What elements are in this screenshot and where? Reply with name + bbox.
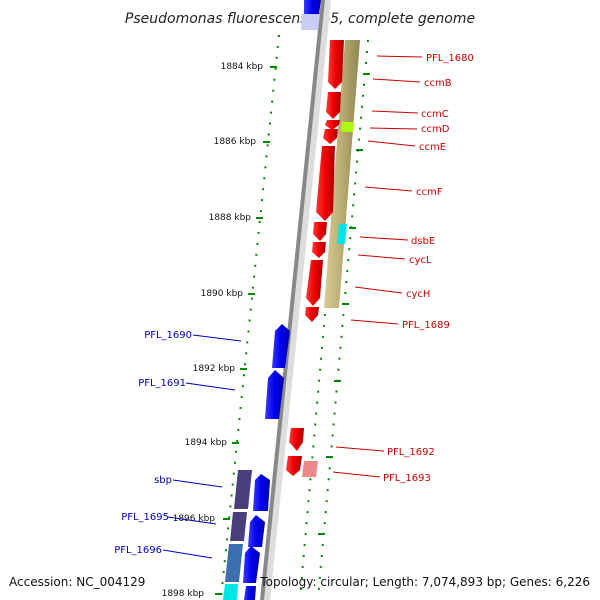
- reverse-gene-cluster-upper: [305, 40, 344, 322]
- gene-PFL_1693-band: [302, 461, 318, 477]
- leader-PFL_1691: [185, 382, 236, 391]
- label-PFL_1695[interactable]: PFL_1695: [121, 512, 169, 523]
- leader-ccmF: [364, 186, 413, 192]
- leader-PFL_1692: [335, 446, 385, 452]
- scale-tick-marks: [215, 66, 277, 595]
- leader-sbp: [172, 479, 223, 488]
- leader-ccmC: [371, 110, 419, 114]
- gene-ccmF[interactable]: [313, 222, 327, 241]
- gene-ccmD[interactable]: [323, 129, 338, 144]
- leader-ccmE: [367, 140, 416, 147]
- leader-cycL: [357, 254, 406, 260]
- leader-PFL_1690: [192, 334, 242, 342]
- footer-accession: Accession: NC_004129: [9, 575, 145, 589]
- label-sbp[interactable]: sbp: [154, 475, 172, 486]
- cog-band: [324, 40, 360, 308]
- label-ccmE[interactable]: ccmE: [419, 142, 446, 153]
- scale-label-1892: 1892 kbp: [193, 364, 236, 374]
- scale-label-1896: 1896 kbp: [173, 514, 216, 524]
- gene-top-partial-shadow: [301, 14, 320, 30]
- label-PFL_1690[interactable]: PFL_1690: [144, 330, 192, 341]
- footer-topology: Topology: circular; Length: 7,074,893 bp…: [259, 575, 590, 589]
- label-PFL_1691[interactable]: PFL_1691: [138, 378, 186, 389]
- gene-ccmC[interactable]: [325, 120, 340, 130]
- leader-ccmB: [372, 78, 421, 83]
- scale-label-1886: 1886 kbp: [214, 137, 257, 147]
- gene-ccmE[interactable]: [316, 146, 335, 221]
- gene-PFL_1696[interactable]: [243, 546, 260, 583]
- genome-backbone: [260, 0, 325, 600]
- gene-bottom-partial[interactable]: [244, 586, 256, 600]
- forward-gene-cluster-lower: [223, 470, 270, 600]
- cog-highlight-dsbE: [337, 224, 347, 244]
- label-PFL_1692[interactable]: PFL_1692: [387, 447, 435, 458]
- gene-PFL_1691[interactable]: [265, 370, 284, 419]
- gene-ccmB[interactable]: [326, 92, 341, 119]
- gene-PFL_1695[interactable]: [248, 515, 265, 547]
- gene-sbp[interactable]: [253, 474, 270, 511]
- label-PFL_1693[interactable]: PFL_1693: [383, 473, 431, 484]
- label-ccmF[interactable]: ccmF: [416, 187, 443, 198]
- gene-PFL_1680[interactable]: [328, 40, 344, 89]
- label-PFL_1689[interactable]: PFL_1689: [402, 320, 450, 331]
- scale-label-1890: 1890 kbp: [201, 289, 244, 299]
- leader-PFL_1689: [350, 319, 399, 325]
- label-ccmB[interactable]: ccmB: [424, 78, 452, 89]
- label-PFL_1696[interactable]: PFL_1696: [114, 545, 162, 556]
- scale-label-1894: 1894 kbp: [185, 438, 228, 448]
- leader-cycH: [354, 286, 403, 294]
- left-leader-lines: [162, 334, 242, 559]
- scale-label-1888: 1888 kbp: [209, 213, 252, 223]
- label-ccmD[interactable]: ccmD: [421, 124, 450, 135]
- leader-PFL_1695: [167, 516, 217, 525]
- leader-ccmD: [369, 127, 418, 130]
- gene-PFL_1690[interactable]: [272, 324, 290, 368]
- leader-PFL_1693: [332, 471, 381, 478]
- cog-highlight-ccmD: [341, 122, 354, 132]
- scale-label-1884: 1884 kbp: [221, 62, 264, 72]
- gene-cycL[interactable]: [306, 260, 323, 306]
- band-PFL_1696: [225, 544, 243, 582]
- label-ccmC[interactable]: ccmC: [421, 109, 449, 120]
- label-cycL[interactable]: cycL: [409, 255, 432, 266]
- band-bottom-teal: [223, 584, 238, 600]
- gene-PFL_1692[interactable]: [289, 428, 304, 451]
- leader-PFL_1680: [376, 55, 423, 58]
- band-PFL_1695: [230, 512, 247, 541]
- genome-backbone-shadow: [262, 0, 331, 600]
- map-title: Pseudomonas fluorescens Pf-5, complete g…: [125, 11, 475, 27]
- gene-cycH[interactable]: [305, 307, 319, 322]
- scale-label-1898: 1898 kbp: [162, 589, 205, 599]
- gene-dsbE[interactable]: [312, 242, 326, 258]
- right-tick-marks: [318, 73, 370, 535]
- right-leader-lines: [332, 55, 423, 478]
- leader-PFL_1696: [162, 549, 213, 559]
- label-cycH[interactable]: cycH: [406, 289, 430, 300]
- label-PFL_1680[interactable]: PFL_1680: [426, 53, 474, 64]
- gene-PFL_1693[interactable]: [286, 456, 302, 476]
- label-dsbE[interactable]: dsbE: [411, 236, 435, 247]
- gene-top-partial[interactable]: [304, 0, 321, 14]
- band-sbp: [234, 470, 252, 509]
- leader-dsbE: [359, 236, 409, 241]
